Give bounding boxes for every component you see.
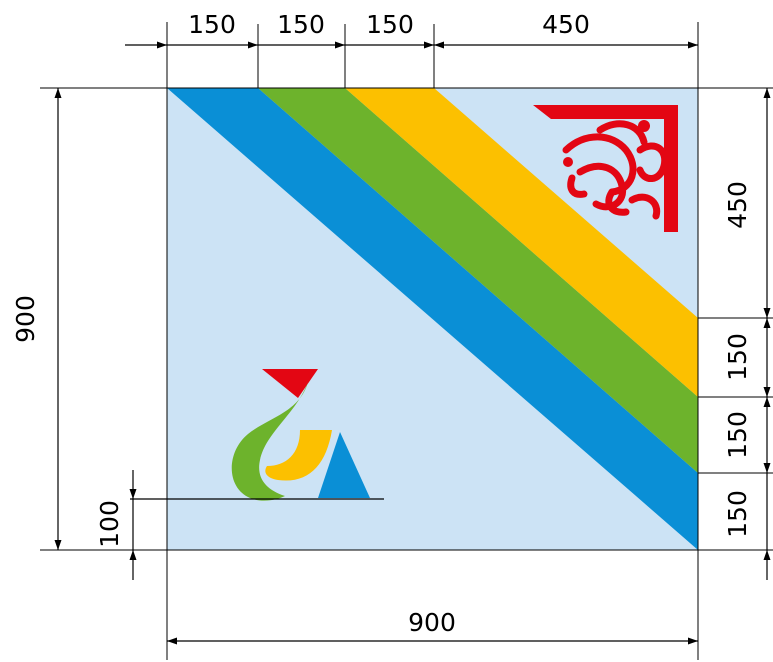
right-dim-label-3: 150 — [723, 411, 752, 459]
yellow-stripe — [345, 88, 698, 397]
emblem-offset-dimension: 100 — [95, 470, 137, 580]
top-dim-label-3: 150 — [366, 10, 414, 39]
emblem-offset-label: 100 — [95, 500, 124, 548]
green-stripe — [258, 88, 698, 473]
corner-ornament-icon — [533, 105, 678, 232]
extension-lines — [40, 22, 773, 660]
right-dim-label-2: 150 — [723, 333, 752, 381]
right-dim-label-1: 450 — [723, 181, 752, 229]
left-dim-label: 900 — [11, 295, 40, 343]
top-dim-label-2: 150 — [277, 10, 325, 39]
right-dim-label-4: 150 — [723, 490, 752, 538]
left-dimension: 900 — [11, 88, 62, 550]
bottom-dimension: 900 — [167, 608, 698, 645]
top-dimensions: 150 150 150 450 — [125, 10, 698, 49]
top-dim-label-1: 150 — [188, 10, 236, 39]
top-dim-label-4: 450 — [542, 10, 590, 39]
emblem-icon — [130, 369, 384, 501]
right-dimensions: 450 150 150 150 — [723, 88, 771, 580]
bottom-dim-label: 900 — [408, 608, 456, 637]
blue-stripe — [167, 88, 698, 550]
